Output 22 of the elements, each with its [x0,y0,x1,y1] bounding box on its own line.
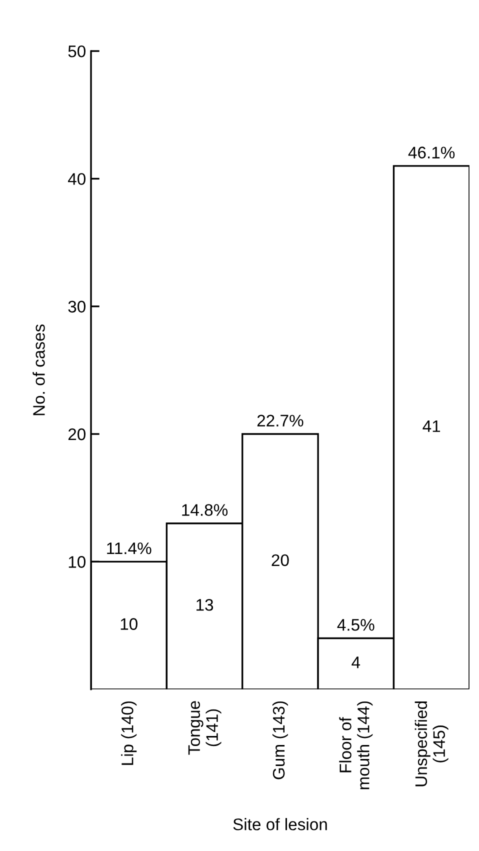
annotation: 14.8% [182,504,228,516]
data-label: 41 [422,420,440,432]
y-tick-label: 30 [68,300,86,313]
y-tick-label: 10 [68,556,86,568]
x-tick-label: Tongue (141) [188,701,222,755]
x-axis-title: Site of lesion [233,818,327,830]
y-axis-title: No. of cases [32,324,45,416]
annotation: 11.4% [107,542,152,554]
x-tick-label: Unspecified (145) [414,701,448,786]
x-tick-label: Gum (143) [272,701,288,780]
data-label: 13 [196,599,214,611]
annotation: 46.1% [408,146,455,158]
annotation: 22.7% [257,414,304,426]
data-label: 10 [120,618,138,630]
annotation: 4.5% [337,619,374,631]
y-tick-label: 40 [68,173,86,185]
x-tick-label: Lip (140) [121,701,137,765]
x-tick-label: Floor of mouth (144) [339,701,373,790]
y-tick-label: 20 [68,428,86,440]
data-label: 4 [352,656,360,668]
y-tick-label: 50 [68,45,86,58]
data-label: 20 [272,554,289,566]
